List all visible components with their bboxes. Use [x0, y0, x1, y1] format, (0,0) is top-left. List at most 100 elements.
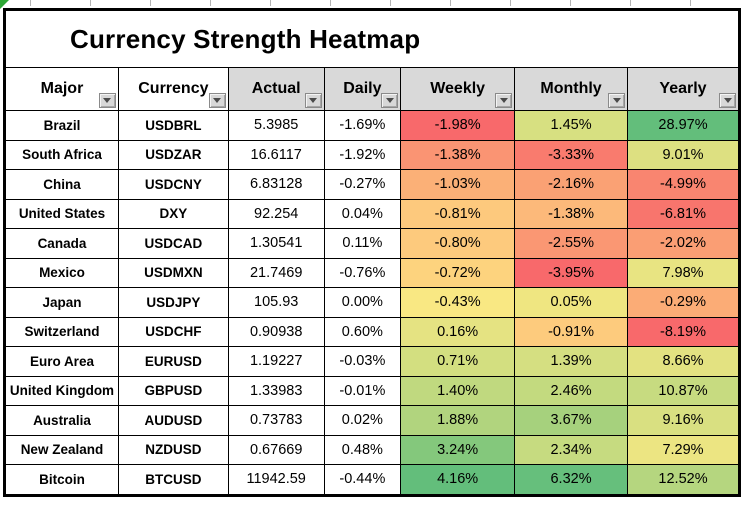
cell-monthly: -3.33% [514, 139, 628, 170]
cell-major: China [4, 169, 119, 200]
cell-monthly: -3.95% [514, 257, 628, 288]
cell-monthly: -1.38% [514, 198, 628, 229]
table-row: Brazil USDBRL 5.3985 -1.69% -1.98% 1.45% 28.97… [4, 110, 740, 141]
column-header-yearly: Yearly [627, 67, 740, 111]
gridline-tick [570, 0, 571, 6]
cell-weekly: -0.81% [400, 198, 516, 229]
cell-daily: 0.00% [323, 287, 402, 318]
title-row: Currency Strength Heatmap [4, 9, 740, 68]
cell-major: Mexico [4, 257, 119, 288]
column-header-major: Major [4, 67, 119, 111]
filter-button-actual[interactable] [304, 93, 322, 108]
cell-currency: GBPUSD [117, 375, 229, 406]
cell-monthly: -2.16% [514, 169, 628, 200]
cell-currency: DXY [117, 198, 229, 229]
cell-currency: USDCAD [117, 228, 229, 259]
cell-major: Japan [4, 287, 119, 318]
cell-daily: 0.02% [323, 405, 402, 436]
cell-major: Euro Area [4, 346, 119, 377]
cell-major: South Africa [4, 139, 119, 170]
column-header-label: Major [40, 80, 84, 97]
table-row: United States DXY 92.254 0.04% -0.81% -1.38% -… [4, 198, 740, 229]
cell-actual: 1.30541 [227, 228, 325, 259]
cell-weekly: -1.03% [400, 169, 516, 200]
cell-currency: USDCHF [117, 316, 229, 347]
cell-major: United States [4, 198, 119, 229]
cell-actual: 5.3985 [227, 110, 325, 141]
cell-currency: BTCUSD [117, 464, 229, 496]
filter-button-daily[interactable] [381, 93, 399, 108]
cell-actual: 105.93 [227, 287, 325, 318]
cell-daily: 0.11% [323, 228, 402, 259]
column-header-actual: Actual [227, 67, 325, 111]
column-header-label: Yearly [659, 80, 707, 97]
filter-dropdown-icon [309, 98, 318, 103]
table-row: Australia AUDUSD 0.73783 0.02% 1.88% 3.67% 9.1… [4, 405, 740, 436]
cell-yearly: -8.19% [627, 316, 740, 347]
filter-button-weekly[interactable] [495, 93, 513, 108]
gridline-tick [690, 0, 691, 6]
gridline-tick [630, 0, 631, 6]
cell-currency: USDJPY [117, 287, 229, 318]
cell-actual: 16.6117 [227, 139, 325, 170]
cell-yearly: -2.02% [627, 228, 740, 259]
cell-actual: 92.254 [227, 198, 325, 229]
table-row: South Africa USDZAR 16.6117 -1.92% -1.38% -3.… [4, 139, 740, 170]
cell-monthly: 2.46% [514, 375, 628, 406]
filter-dropdown-icon [723, 98, 732, 103]
column-header-monthly: Monthly [514, 67, 628, 111]
cell-daily: -1.69% [323, 110, 402, 141]
filter-button-currency[interactable] [208, 93, 226, 108]
filter-button-yearly[interactable] [719, 93, 736, 108]
cell-weekly: 0.16% [400, 316, 516, 347]
column-header-label: Currency [138, 80, 209, 97]
cell-major: Switzerland [4, 316, 119, 347]
cell-major: Brazil [4, 110, 119, 141]
cell-actual: 21.7469 [227, 257, 325, 288]
cell-daily: 0.48% [323, 434, 402, 465]
cell-currency: USDMXN [117, 257, 229, 288]
cell-weekly: 1.88% [400, 405, 516, 436]
cell-daily: 0.60% [323, 316, 402, 347]
table-row: Bitcoin BTCUSD 11942.59 -0.44% 4.16% 6.32% 12.… [4, 464, 740, 496]
cell-major: Australia [4, 405, 119, 436]
cell-monthly: 1.39% [514, 346, 628, 377]
cell-major: New Zealand [4, 434, 119, 465]
table-row: Canada USDCAD 1.30541 0.11% -0.80% -2.55% -2.0… [4, 228, 740, 259]
cell-currency: EURUSD [117, 346, 229, 377]
cell-major: Bitcoin [4, 464, 119, 496]
heatmap-body: Brazil USDBRL 5.3985 -1.69% -1.98% 1.45% 28.97… [4, 110, 740, 496]
table-row: Japan USDJPY 105.93 0.00% -0.43% 0.05% -0.29% [4, 287, 740, 318]
cell-yearly: -0.29% [627, 287, 740, 318]
title-cell: Currency Strength Heatmap [4, 9, 740, 68]
gridline-tick [510, 0, 511, 6]
cell-major: United Kingdom [4, 375, 119, 406]
filter-button-major[interactable] [98, 93, 116, 108]
cell-yearly: 10.87% [627, 375, 740, 406]
gridline-tick [150, 0, 151, 6]
column-header-label: Daily [343, 80, 382, 97]
cell-monthly: 3.67% [514, 405, 628, 436]
cell-currency: USDBRL [117, 110, 229, 141]
cell-daily: -0.01% [323, 375, 402, 406]
table-row: Switzerland USDCHF 0.90938 0.60% 0.16% -0.91%… [4, 316, 740, 347]
cell-monthly: 0.05% [514, 287, 628, 318]
gridline-tick [270, 0, 271, 6]
cell-weekly: -0.72% [400, 257, 516, 288]
cell-weekly: 1.40% [400, 375, 516, 406]
cell-actual: 0.90938 [227, 316, 325, 347]
cell-weekly: -1.98% [400, 110, 516, 141]
cell-actual: 11942.59 [227, 464, 325, 496]
column-header-label: Actual [251, 80, 301, 97]
cell-actual: 1.19227 [227, 346, 325, 377]
table-row: New Zealand NZDUSD 0.67669 0.48% 3.24% 2.34% 7… [4, 434, 740, 465]
column-header-daily: Daily [323, 67, 402, 111]
gridline-tick [330, 0, 331, 6]
table-row: Mexico USDMXN 21.7469 -0.76% -0.72% -3.95% 7.9… [4, 257, 740, 288]
page-title: Currency Strength Heatmap [70, 23, 421, 54]
cell-currency: NZDUSD [117, 434, 229, 465]
column-header-label: Monthly [540, 80, 602, 97]
cell-daily: 0.04% [323, 198, 402, 229]
filter-button-monthly[interactable] [608, 93, 625, 108]
cell-actual: 1.33983 [227, 375, 325, 406]
